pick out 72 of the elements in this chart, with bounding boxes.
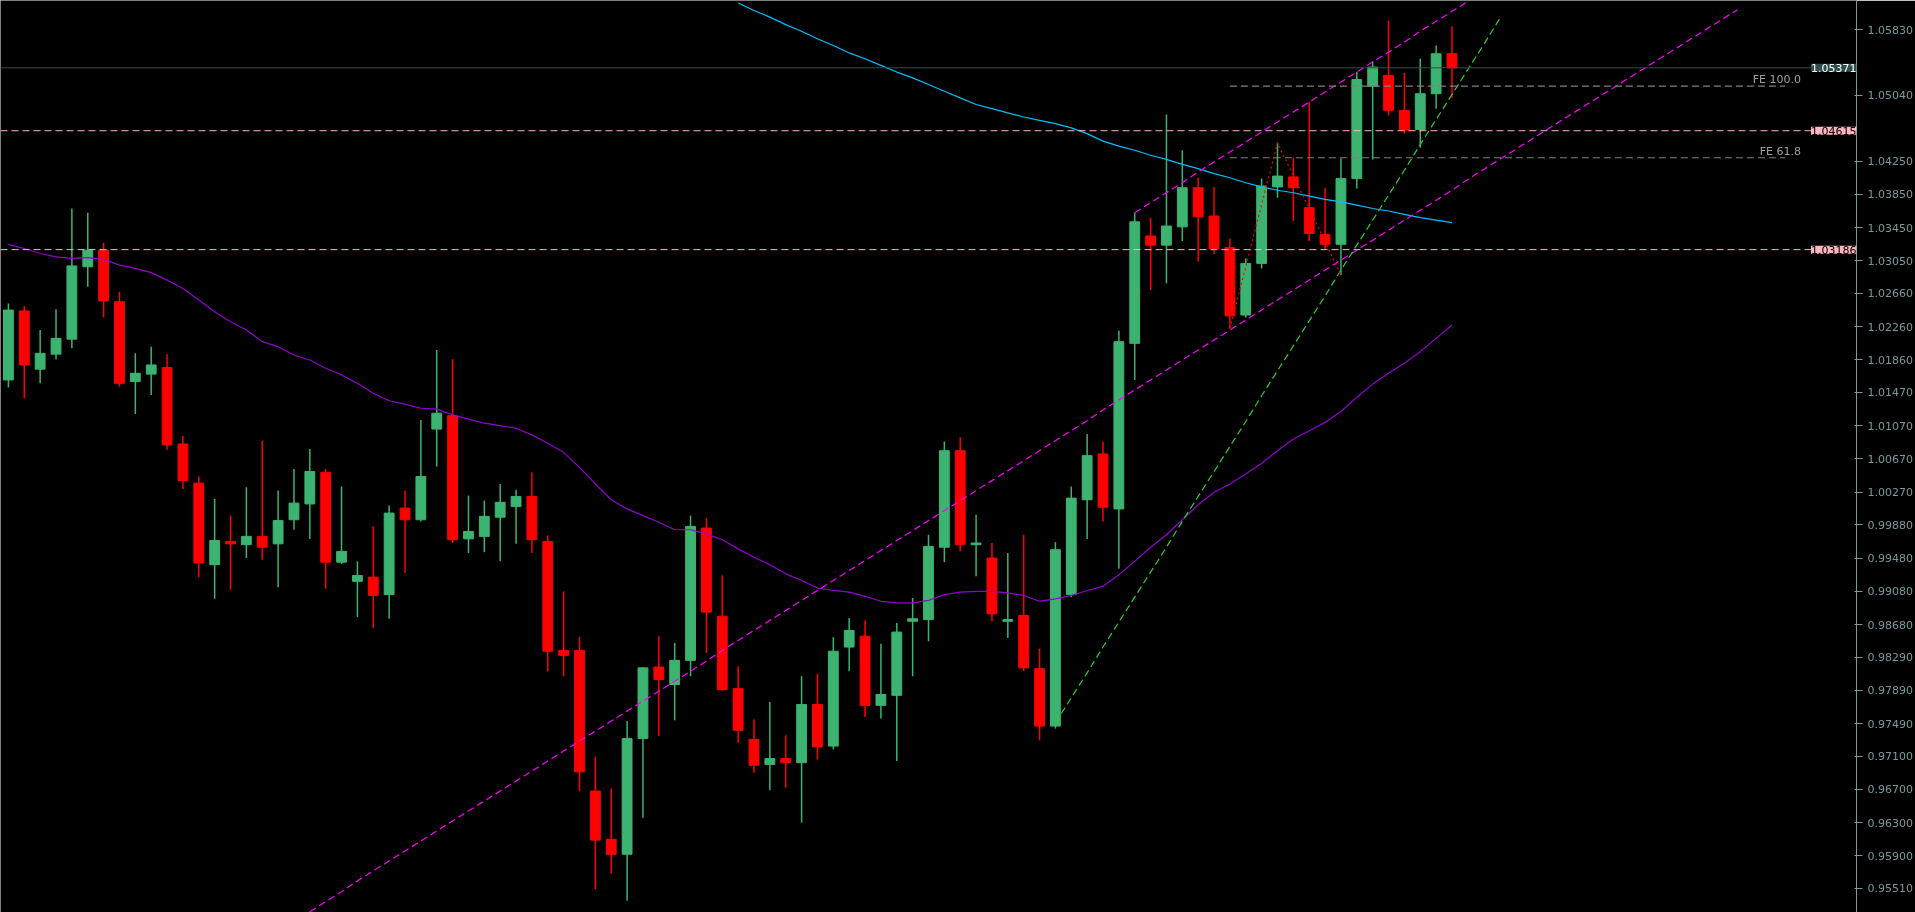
y-tick-label: 1.05040: [1867, 89, 1913, 103]
candlestick: [1272, 142, 1283, 199]
candlestick: [34, 329, 46, 385]
candlestick: [605, 787, 617, 875]
line-series: [1054, 18, 1501, 724]
candlestick: [463, 494, 474, 554]
candlestick: [875, 642, 887, 720]
y-tick-label: 0.98680: [1867, 618, 1913, 632]
candlestick: [240, 486, 252, 559]
candlestick: [764, 701, 776, 791]
candlestick: [907, 597, 919, 677]
candlestick: [336, 485, 347, 565]
ref-line-label: 1.05371: [1811, 61, 1857, 75]
candlestick: [1367, 60, 1379, 161]
candlestick: [1446, 25, 1458, 99]
y-tick-label: 1.03450: [1867, 221, 1913, 235]
y-tick-label: 1.02260: [1867, 320, 1913, 334]
y-tick-label: 1.04250: [1867, 155, 1913, 169]
candlestick: [50, 308, 62, 360]
y-tick-label: 0.95510: [1867, 882, 1913, 896]
candlestick: [970, 514, 982, 578]
candlestick: [288, 468, 300, 531]
candlestick: [272, 489, 284, 588]
candlestick: [399, 489, 411, 574]
ref-line-label: 1.04615: [1811, 124, 1857, 138]
candlestick: [145, 345, 157, 396]
y-tick-label: 0.97490: [1867, 717, 1913, 731]
candlestick: [1319, 186, 1331, 251]
y-tick-label: 0.97100: [1867, 750, 1913, 764]
candlestick: [494, 483, 506, 563]
y-tick-label: 1.01470: [1867, 386, 1913, 400]
y-tick-label: 1.05830: [1867, 23, 1913, 37]
y-tick-label: 0.98290: [1867, 651, 1913, 665]
candlestick: [129, 352, 141, 415]
y-tick-label: 0.96300: [1867, 816, 1913, 830]
candlestick: [510, 489, 522, 545]
annotation: FE 61.8: [1759, 144, 1801, 158]
candlestick: [653, 635, 665, 737]
line-series: [737, 2, 1453, 224]
y-tick-label: 0.95900: [1867, 849, 1913, 863]
y-tick-label: 0.97890: [1867, 684, 1913, 698]
y-tick-label: 0.99080: [1867, 585, 1913, 599]
candlestick: [843, 617, 855, 672]
line-series: [309, 9, 1739, 912]
candlestick: [558, 590, 570, 677]
y-tick-label: 1.01070: [1867, 419, 1913, 433]
candlestick: [1002, 552, 1014, 639]
line-series: [7, 243, 1453, 604]
candlestick: [1161, 113, 1172, 285]
line-series: [1134, 0, 1469, 214]
y-tick-label: 0.96700: [1867, 783, 1913, 797]
candlestick: [82, 211, 94, 288]
y-tick-label: 1.02660: [1867, 287, 1913, 301]
y-tick-label: 0.99880: [1867, 518, 1913, 532]
y-tick-label: 1.00670: [1867, 453, 1913, 466]
candlestick: [256, 439, 268, 561]
candlestick: [225, 514, 236, 591]
candlestick: [352, 560, 363, 618]
candlestick: [431, 349, 443, 468]
candlestick: [367, 525, 379, 629]
y-tick-label: 1.03850: [1867, 188, 1913, 202]
candlestick: [478, 499, 490, 553]
y-tick-label: 1.03050: [1867, 254, 1913, 268]
candlestick: [780, 734, 792, 789]
y-tick-label: 1.00270: [1867, 486, 1913, 500]
ref-line-label: 1.03186: [1811, 243, 1857, 257]
y-tick-label: 0.99480: [1867, 552, 1913, 566]
candlestick: [1398, 72, 1410, 135]
annotation: FE 100.0: [1752, 73, 1801, 87]
candlestick: [1145, 216, 1156, 291]
y-tick-label: 1.01860: [1867, 353, 1913, 367]
candlestick: [1287, 157, 1299, 222]
